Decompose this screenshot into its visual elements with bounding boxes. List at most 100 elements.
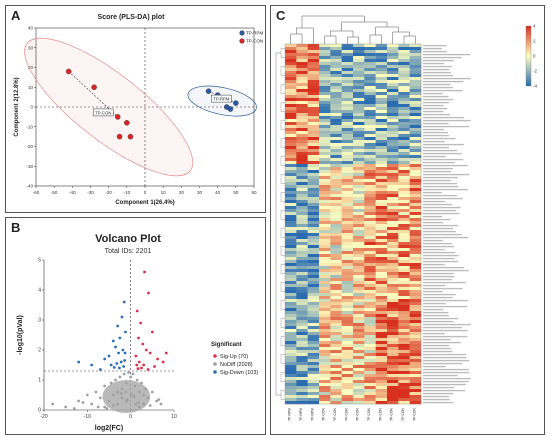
heatmap-cell: [387, 188, 399, 192]
x-tick-label: -50: [51, 190, 58, 195]
heatmap-cell: [375, 188, 388, 192]
heatmap-cell: [409, 173, 422, 177]
heatmap-cell: [364, 290, 376, 294]
point-sig-up: [135, 363, 139, 367]
heatmap-cell: [319, 302, 331, 306]
color-scale-bar: [525, 25, 532, 87]
heatmap-cell: [364, 155, 376, 159]
row-label-placeholder: [423, 380, 469, 383]
heatmap-cell: [353, 263, 365, 267]
heatmap-cell: [341, 221, 354, 225]
heatmap-cell: [353, 287, 365, 291]
heatmap-cell: [353, 176, 365, 180]
heatmap-cell: [296, 224, 308, 228]
heatmap-cell: [353, 62, 365, 66]
heatmap-cell: [398, 98, 410, 102]
heatmap-cell: [409, 188, 422, 192]
heatmap-cell: [353, 221, 365, 225]
point-nodiff: [51, 402, 55, 406]
heatmap-cell: [398, 116, 410, 120]
heatmap-cell: [319, 239, 331, 243]
heatmap-cell: [341, 56, 354, 60]
heatmap-cell: [330, 134, 342, 138]
heatmap-cell: [364, 116, 376, 120]
heatmap-cell: [307, 260, 320, 264]
heatmap-cell: [353, 323, 365, 327]
point-sig-up: [153, 365, 156, 368]
heatmap-cell: [296, 233, 308, 237]
point-nodiff: [137, 405, 141, 409]
heatmap-cell: [307, 74, 320, 78]
heatmap-cell: [375, 47, 388, 51]
heatmap-cell: [285, 290, 297, 294]
heatmap-cell: [387, 218, 399, 222]
heatmap-cell: [364, 386, 376, 390]
heatmap-cell: [341, 251, 354, 255]
heatmap-cell: [330, 302, 342, 306]
x-tick-label: 30: [197, 190, 203, 195]
heatmap-cell: [398, 380, 410, 384]
row-label-placeholder: [423, 77, 471, 80]
heatmap-cell: [364, 395, 376, 399]
heatmap-cell: [375, 359, 388, 363]
heatmap-cell: [319, 164, 331, 168]
heatmap-cell: [353, 185, 365, 189]
heatmap-cell: [375, 320, 388, 324]
heatmap-cell: [319, 218, 331, 222]
heatmap-cell: [387, 326, 399, 330]
group-link-con: [68, 71, 118, 118]
heatmap-cell: [364, 275, 376, 279]
point-nodiff: [122, 372, 126, 376]
heatmap-cell: [285, 368, 297, 372]
heatmap-cell: [387, 299, 399, 303]
heatmap-cell: [409, 44, 422, 48]
heatmap-cell: [375, 131, 388, 135]
point-sig-down: [116, 324, 120, 328]
heatmap-cell: [364, 266, 376, 270]
heatmap-cell: [398, 134, 410, 138]
heatmap-cell: [296, 353, 308, 357]
heatmap-cell: [285, 80, 297, 84]
heatmap-cell: [364, 71, 376, 75]
point-nodiff: [132, 395, 136, 398]
heatmap-cell: [285, 296, 297, 300]
heatmap-cell: [398, 278, 410, 282]
heatmap-cell: [330, 356, 342, 360]
heatmap-cell: [330, 167, 342, 171]
heatmap-cell: [307, 101, 320, 105]
heatmap-cell: [296, 140, 308, 144]
heatmap-cell: [341, 350, 354, 354]
heatmap-cell: [341, 281, 354, 285]
heatmap-cell: [375, 305, 388, 309]
heatmap-cell: [319, 242, 331, 246]
heatmap-cell: [285, 149, 297, 153]
heatmap-cell: [387, 62, 399, 66]
heatmap-cell: [296, 56, 308, 60]
heatmap-cell: [330, 137, 342, 141]
point-nodiff: [127, 371, 130, 374]
row-label-placeholder: [423, 371, 470, 374]
heatmap-cell: [409, 68, 422, 72]
heatmap-cell: [330, 179, 342, 183]
heatmap-cell: [330, 233, 342, 237]
heatmap-cell: [409, 98, 422, 102]
heatmap-cell: [353, 155, 365, 159]
heatmap-cell: [285, 302, 297, 306]
heatmap-cell: [330, 152, 342, 156]
heatmap-cell: [341, 224, 354, 228]
heatmap-cell: [364, 146, 376, 150]
heatmap-cell: [341, 230, 354, 234]
heatmap-cell: [296, 269, 308, 273]
heatmap-cell: [307, 299, 320, 303]
heatmap-cell: [364, 380, 376, 384]
heatmap-cell: [307, 380, 320, 384]
heatmap-cell: [387, 359, 399, 363]
row-label-placeholder: [423, 155, 446, 158]
heatmap-cell: [375, 296, 388, 300]
heatmap-cell: [387, 353, 399, 357]
heatmap-cell: [409, 347, 422, 351]
heatmap-cell: [364, 104, 376, 108]
heatmap-cell: [353, 305, 365, 309]
heatmap-cell: [307, 341, 320, 345]
panel-a: A Score (PLS-DA) plot -60 -50 -40 -30 -20 -10 0…: [5, 5, 266, 213]
